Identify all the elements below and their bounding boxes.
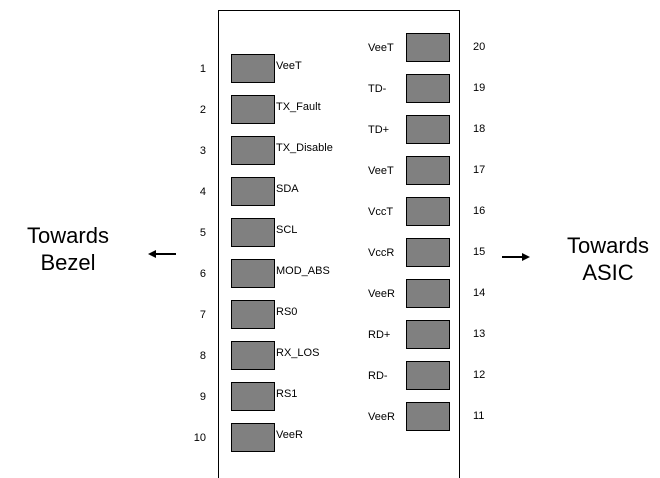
towards-bezel-line1: Towards bbox=[27, 223, 109, 248]
left-pin-label: MOD_ABS bbox=[276, 265, 330, 277]
left-pin-label: RS0 bbox=[276, 306, 298, 318]
left-pin-label: SCL bbox=[276, 224, 298, 236]
arrow-left-icon bbox=[148, 250, 176, 258]
left-pin-number: 4 bbox=[199, 186, 206, 198]
right-pin-number: 11 bbox=[473, 410, 485, 422]
left-pin-number: 2 bbox=[199, 104, 206, 116]
right-pin-label: TD- bbox=[368, 83, 387, 95]
left-pin-pad bbox=[231, 259, 275, 288]
right-pin-number: 18 bbox=[473, 123, 486, 135]
left-pin-pad bbox=[231, 218, 275, 247]
left-pin-pad bbox=[231, 136, 275, 165]
left-pin-number: 6 bbox=[199, 268, 206, 280]
towards-asic-line1: Towards bbox=[567, 233, 649, 258]
left-pin-number: 10 bbox=[193, 432, 206, 444]
towards-asic-line2: ASIC bbox=[582, 260, 634, 285]
right-pin-number: 15 bbox=[473, 246, 486, 258]
right-pin-number: 13 bbox=[473, 328, 486, 340]
left-pin-label: SDA bbox=[276, 183, 299, 195]
left-pin-number: 3 bbox=[199, 145, 206, 157]
right-pin-pad bbox=[406, 279, 450, 308]
right-pin-number: 12 bbox=[473, 369, 486, 381]
left-pin-number: 7 bbox=[199, 309, 206, 321]
left-pin-pad bbox=[231, 341, 275, 370]
right-pin-number: 14 bbox=[473, 287, 486, 299]
right-pin-pad bbox=[406, 361, 450, 390]
right-pin-pad bbox=[406, 115, 450, 144]
towards-bezel-line2: Bezel bbox=[40, 250, 96, 275]
left-pin-number: 5 bbox=[199, 227, 206, 239]
left-pin-pad bbox=[231, 423, 275, 452]
left-pin-number: 1 bbox=[199, 63, 206, 75]
right-pin-number: 19 bbox=[473, 82, 486, 94]
left-pin-number: 8 bbox=[199, 350, 206, 362]
right-pin-pad bbox=[406, 238, 450, 267]
arrow-right-icon bbox=[502, 253, 530, 261]
right-pin-label: VccT bbox=[368, 206, 394, 218]
left-pin-pad bbox=[231, 382, 275, 411]
left-pin-label: TX_Disable bbox=[276, 142, 333, 154]
right-pin-number: 17 bbox=[473, 164, 486, 176]
right-pin-pad bbox=[406, 156, 450, 185]
left-pin-label: RS1 bbox=[276, 388, 298, 400]
right-pin-pad bbox=[406, 197, 450, 226]
right-pin-label: VccR bbox=[368, 247, 395, 259]
right-pin-label: VeeR bbox=[368, 411, 395, 423]
left-pin-label: RX_LOS bbox=[276, 347, 320, 359]
right-pin-label: TD+ bbox=[368, 124, 390, 136]
left-pin-pad bbox=[231, 177, 275, 206]
right-pin-pad bbox=[406, 74, 450, 103]
right-pin-number: 16 bbox=[473, 205, 486, 217]
right-pin-label: VeeR bbox=[368, 288, 395, 300]
connector-board bbox=[218, 10, 460, 478]
left-pin-pad bbox=[231, 54, 275, 83]
right-pin-label: VeeT bbox=[368, 42, 394, 54]
right-pin-label: RD- bbox=[368, 370, 388, 382]
right-pin-pad bbox=[406, 33, 450, 62]
right-pin-number: 20 bbox=[473, 41, 486, 53]
right-pin-pad bbox=[406, 320, 450, 349]
left-pin-label: VeeR bbox=[276, 429, 303, 441]
left-pin-label: VeeT bbox=[276, 60, 302, 72]
right-pin-label: VeeT bbox=[368, 165, 394, 177]
right-pin-label: RD+ bbox=[368, 329, 391, 341]
towards-bezel-label: Towards Bezel bbox=[8, 222, 128, 276]
left-pin-pad bbox=[231, 300, 275, 329]
left-pin-pad bbox=[231, 95, 275, 124]
left-pin-number: 9 bbox=[199, 391, 206, 403]
towards-asic-label: Towards ASIC bbox=[548, 232, 660, 286]
right-pin-pad bbox=[406, 402, 450, 431]
left-pin-label: TX_Fault bbox=[276, 101, 321, 113]
